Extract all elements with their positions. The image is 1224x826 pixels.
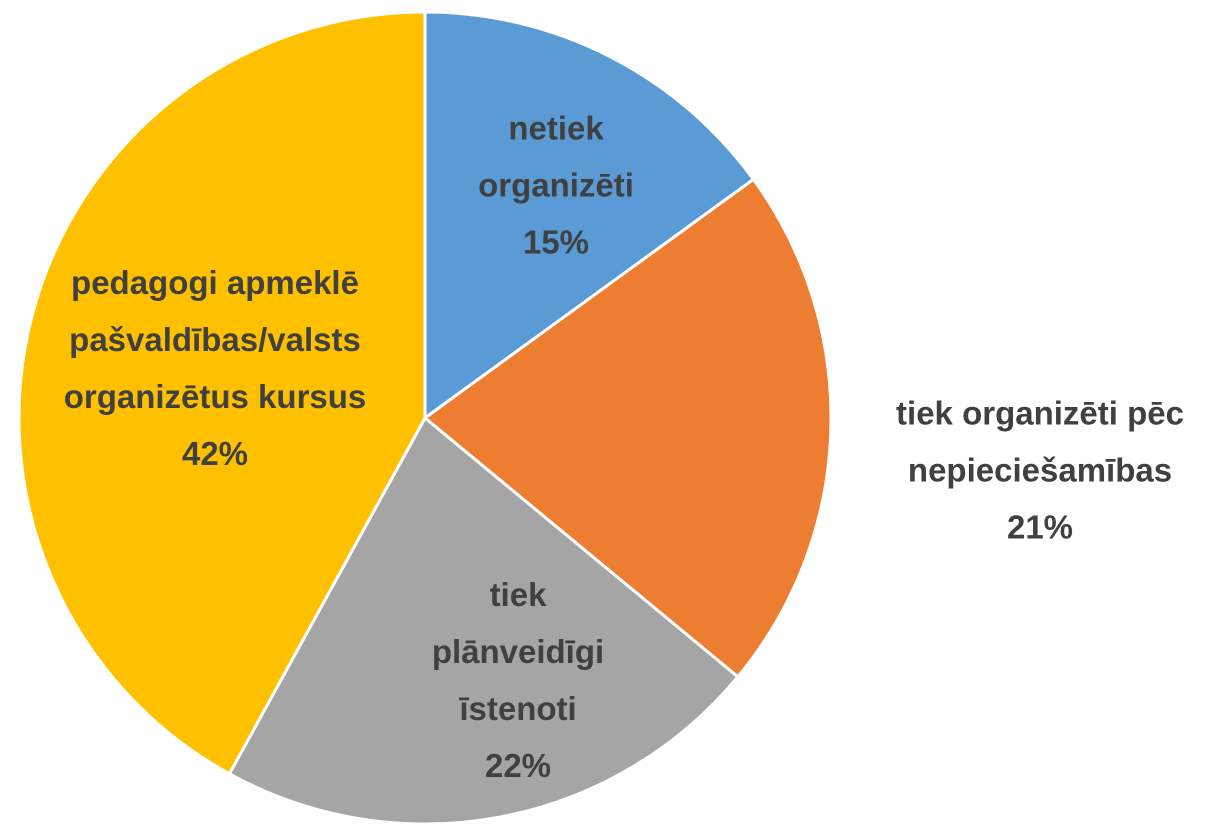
slice-label: tiek organizēti pēc nepieciešamības 21% <box>850 385 1224 556</box>
value-label: 15% <box>522 223 590 261</box>
pie-slice <box>227 415 740 826</box>
value-label: 42% <box>181 435 249 472</box>
pie-slice <box>422 177 833 679</box>
value-label: 22% <box>484 747 552 784</box>
slice-label: netiek organizēti 15% <box>451 100 661 271</box>
category-label: tiek organizēti pēc nepieciešamības <box>896 394 1184 489</box>
slice-label: pedagogi apmeklē pašvaldības/valsts orga… <box>35 254 395 482</box>
category-label: tiek plānveidīgi īstenoti <box>431 576 605 727</box>
category-label: pedagogi apmeklē pašvaldības/valsts orga… <box>63 264 367 415</box>
pie-slice <box>17 10 427 776</box>
pie-slice <box>423 10 756 421</box>
value-label: 21% <box>1006 508 1074 546</box>
category-label: netiek organizēti <box>478 109 634 204</box>
slice-label: tiek plānveidīgi īstenoti 22% <box>403 566 633 794</box>
